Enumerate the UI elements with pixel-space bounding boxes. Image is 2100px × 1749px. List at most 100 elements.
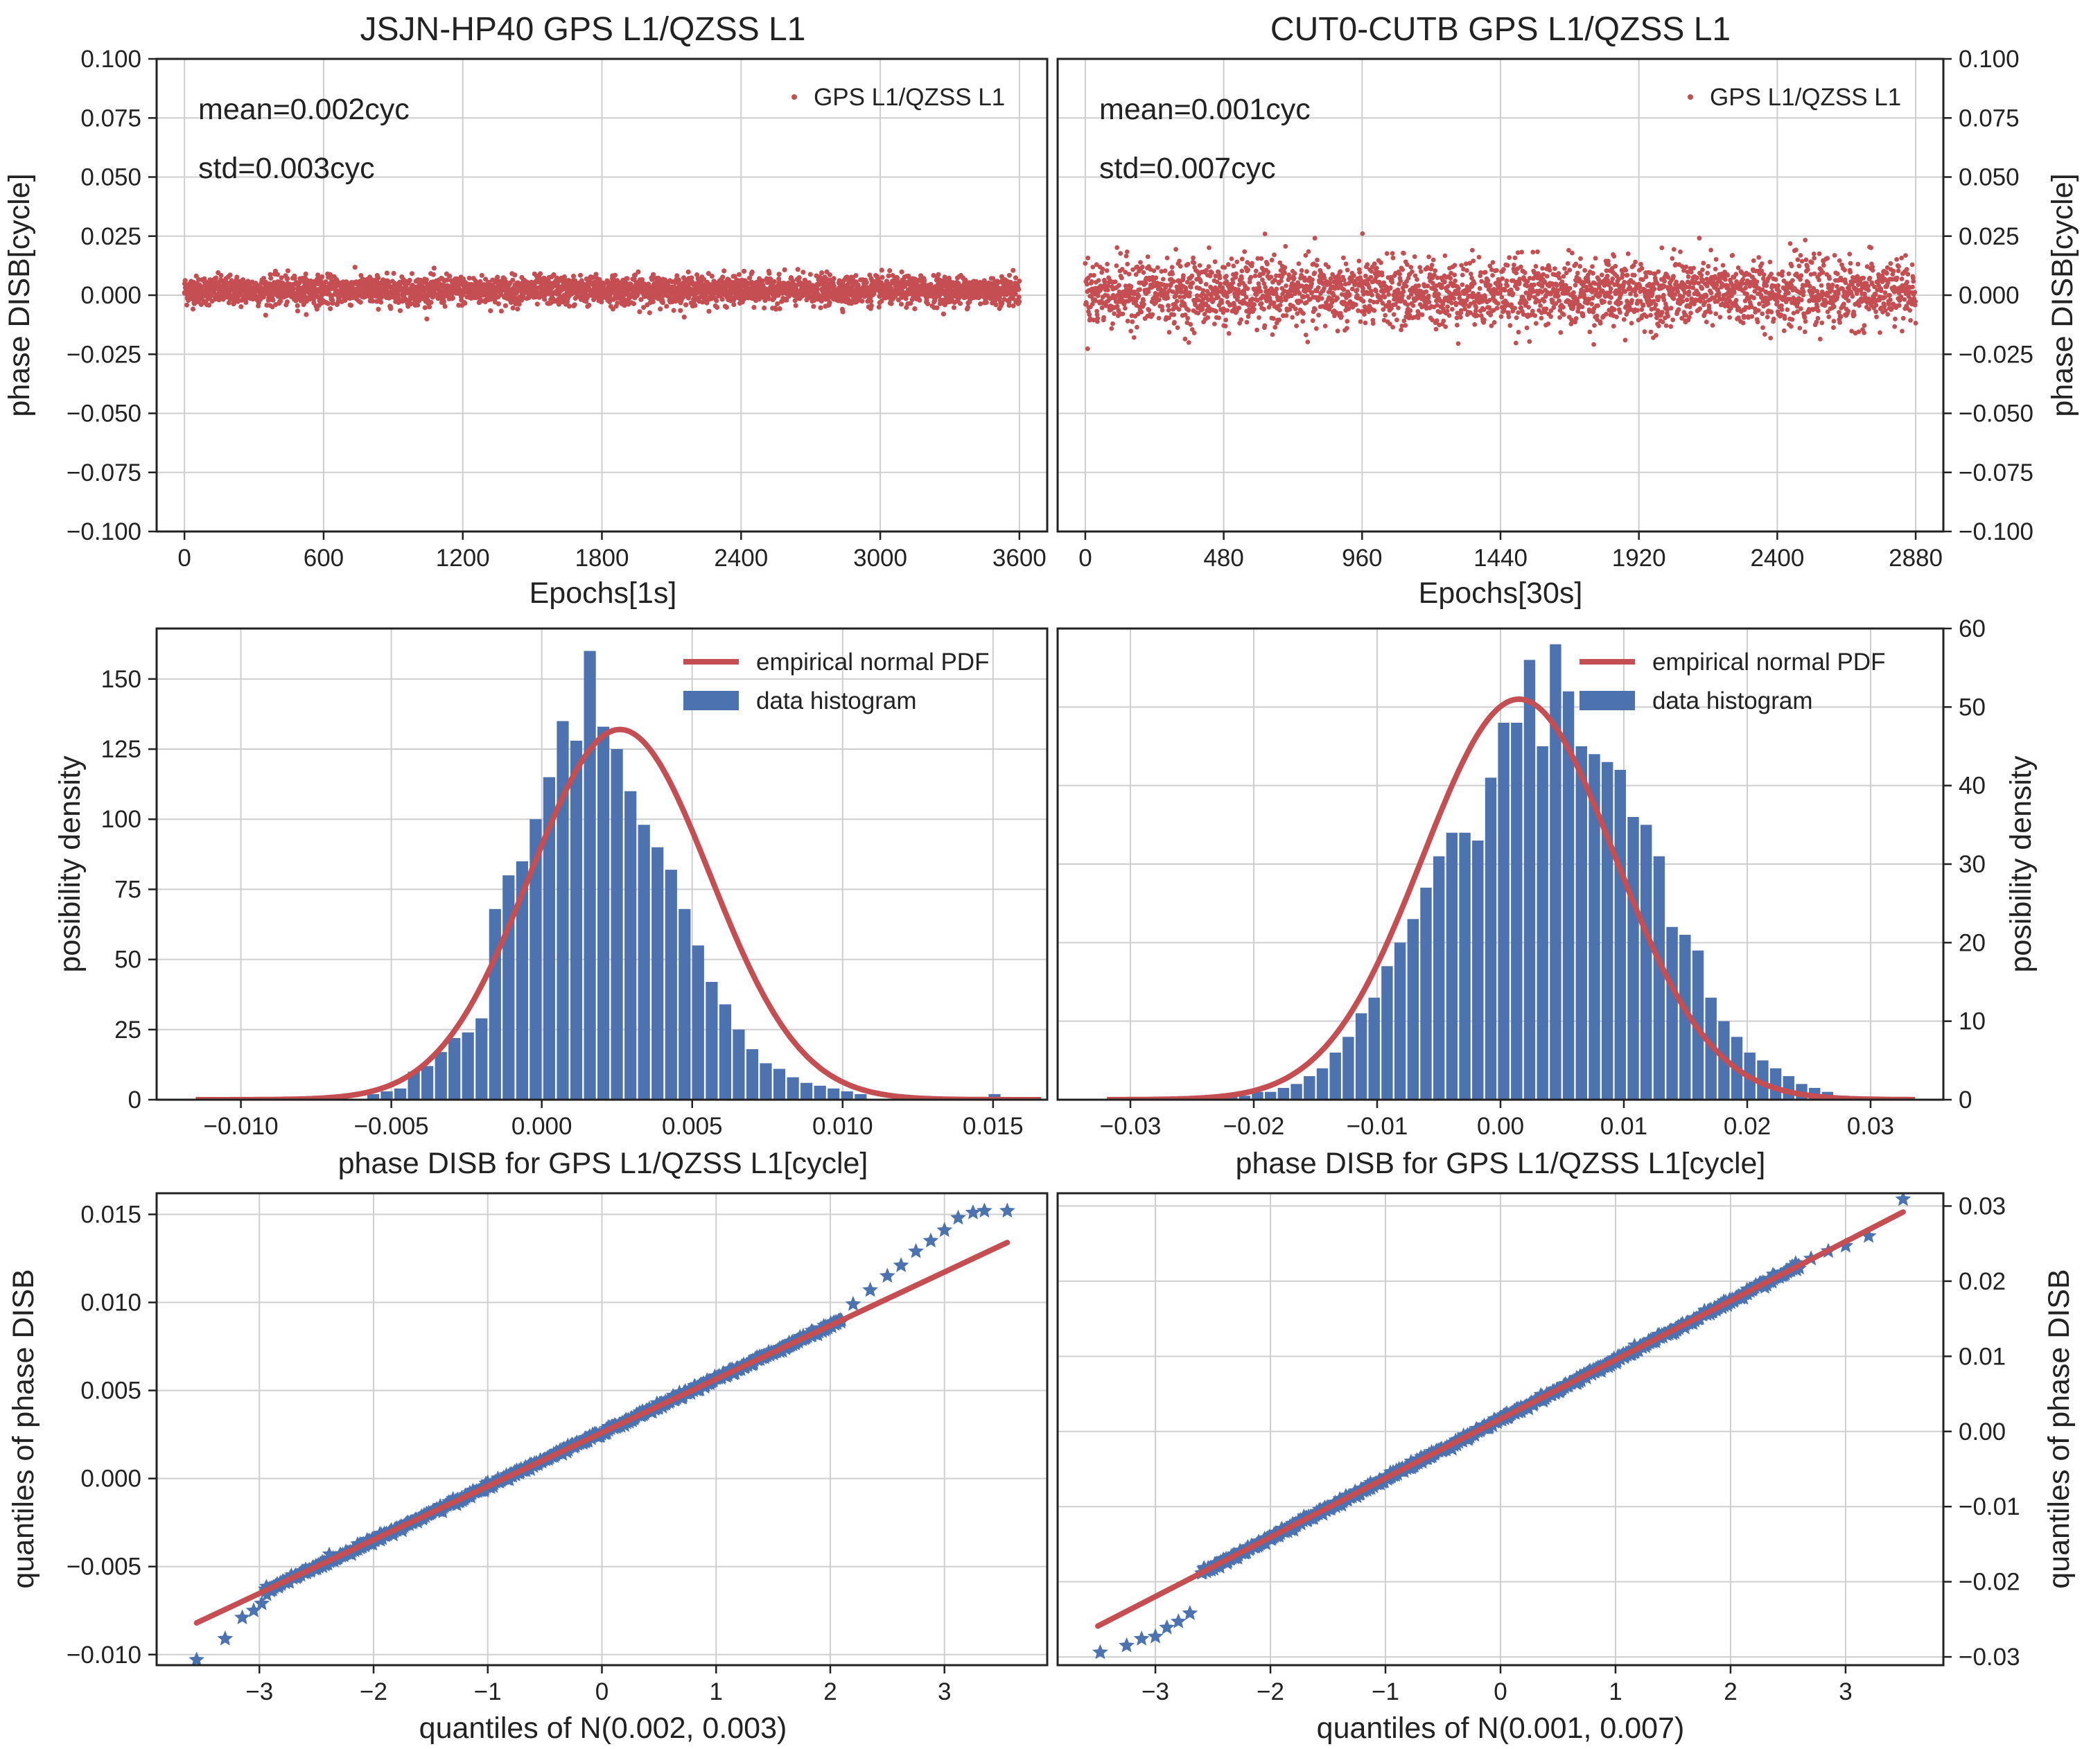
- data-point: [303, 271, 308, 276]
- data-point: [1166, 315, 1171, 320]
- data-point: [1189, 273, 1195, 279]
- data-point: [1314, 263, 1320, 268]
- data-point: [1112, 279, 1118, 284]
- data-point: [1010, 303, 1016, 308]
- data-point: [1252, 306, 1257, 312]
- data-point: [1178, 264, 1183, 269]
- data-point: [1218, 281, 1223, 286]
- data-point: [1239, 256, 1245, 262]
- data-point: [940, 311, 946, 317]
- data-point: [999, 301, 1005, 306]
- data-point: [1130, 267, 1135, 272]
- data-point: [1139, 264, 1145, 270]
- data-point: [1292, 271, 1297, 276]
- data-point: [1410, 303, 1416, 308]
- std-annotation: std=0.003cyc: [198, 152, 375, 185]
- data-point: [422, 305, 428, 310]
- data-point: [1197, 263, 1202, 268]
- data-point: [457, 286, 462, 292]
- data-point: [243, 299, 249, 305]
- data-point: [1312, 236, 1318, 241]
- x-tick-label: 3600: [992, 545, 1047, 572]
- data-point: [1345, 319, 1350, 324]
- data-point: [908, 301, 913, 306]
- data-point: [1162, 268, 1168, 274]
- data-point: [1230, 280, 1236, 285]
- data-point: [1239, 276, 1244, 281]
- data-point: [1408, 265, 1414, 270]
- data-point: [447, 273, 453, 279]
- data-point: [577, 272, 584, 278]
- data-point: [1188, 322, 1193, 327]
- data-point: [1234, 259, 1240, 265]
- y-tick-label: −0.025: [67, 341, 141, 368]
- data-point: [1384, 251, 1390, 256]
- data-point: [1442, 279, 1447, 285]
- data-point: [1313, 307, 1318, 312]
- data-point: [615, 300, 620, 306]
- data-point: [1145, 254, 1150, 259]
- data-point: [1239, 268, 1245, 274]
- data-point: [641, 305, 647, 310]
- data-point: [1171, 279, 1176, 284]
- data-point: [1433, 326, 1439, 332]
- data-point: [649, 276, 655, 282]
- data-point: [1433, 288, 1439, 293]
- data-point: [1293, 306, 1298, 312]
- data-point: [1200, 306, 1205, 312]
- data-point: [1418, 269, 1424, 274]
- data-point: [1262, 231, 1268, 236]
- data-point: [1403, 323, 1408, 328]
- data-point: [827, 272, 832, 278]
- data-point: [1123, 254, 1129, 258]
- data-point: [1262, 323, 1268, 328]
- data-point: [498, 308, 505, 314]
- data-point: [1245, 286, 1250, 291]
- data-point: [1182, 336, 1188, 342]
- data-point: [512, 272, 518, 278]
- data-point: [213, 275, 219, 281]
- data-point: [227, 272, 233, 278]
- data-point: [1430, 257, 1436, 263]
- data-point: [1416, 283, 1421, 288]
- data-point: [1370, 321, 1376, 326]
- data-point: [1138, 260, 1143, 265]
- data-point: [1368, 274, 1374, 280]
- data-point: [773, 306, 779, 312]
- data-point: [1326, 265, 1331, 270]
- data-point: [1087, 312, 1092, 317]
- data-point: [1100, 266, 1105, 272]
- data-point: [1090, 301, 1095, 307]
- data-point: [1303, 253, 1309, 258]
- data-point: [922, 278, 927, 283]
- data-point: [957, 301, 963, 306]
- data-point: [1146, 308, 1152, 313]
- data-point: [951, 305, 957, 310]
- data-point: [1160, 308, 1165, 313]
- data-point: [1394, 317, 1399, 323]
- data-point: [1419, 312, 1425, 317]
- data-point: [1203, 281, 1209, 287]
- data-point: [510, 277, 516, 283]
- data-point: [936, 272, 941, 277]
- data-point: [925, 301, 931, 306]
- data-point: [297, 280, 302, 285]
- data-point: [1282, 265, 1288, 270]
- data-point: [683, 302, 689, 308]
- data-point: [731, 302, 737, 308]
- legend-label: GPS L1/QZSS L1: [814, 84, 1005, 111]
- data-point: [1455, 322, 1460, 328]
- data-point: [692, 303, 698, 308]
- data-point: [1270, 332, 1275, 337]
- data-point: [378, 299, 384, 305]
- data-point: [278, 299, 283, 304]
- data-point: [427, 304, 432, 310]
- data-point: [720, 274, 726, 280]
- data-point: [1341, 287, 1347, 292]
- data-point: [1316, 313, 1321, 318]
- data-point: [1383, 313, 1388, 318]
- data-point: [566, 304, 572, 309]
- data-point: [1284, 313, 1289, 318]
- data-point: [775, 301, 780, 306]
- data-point: [184, 302, 190, 308]
